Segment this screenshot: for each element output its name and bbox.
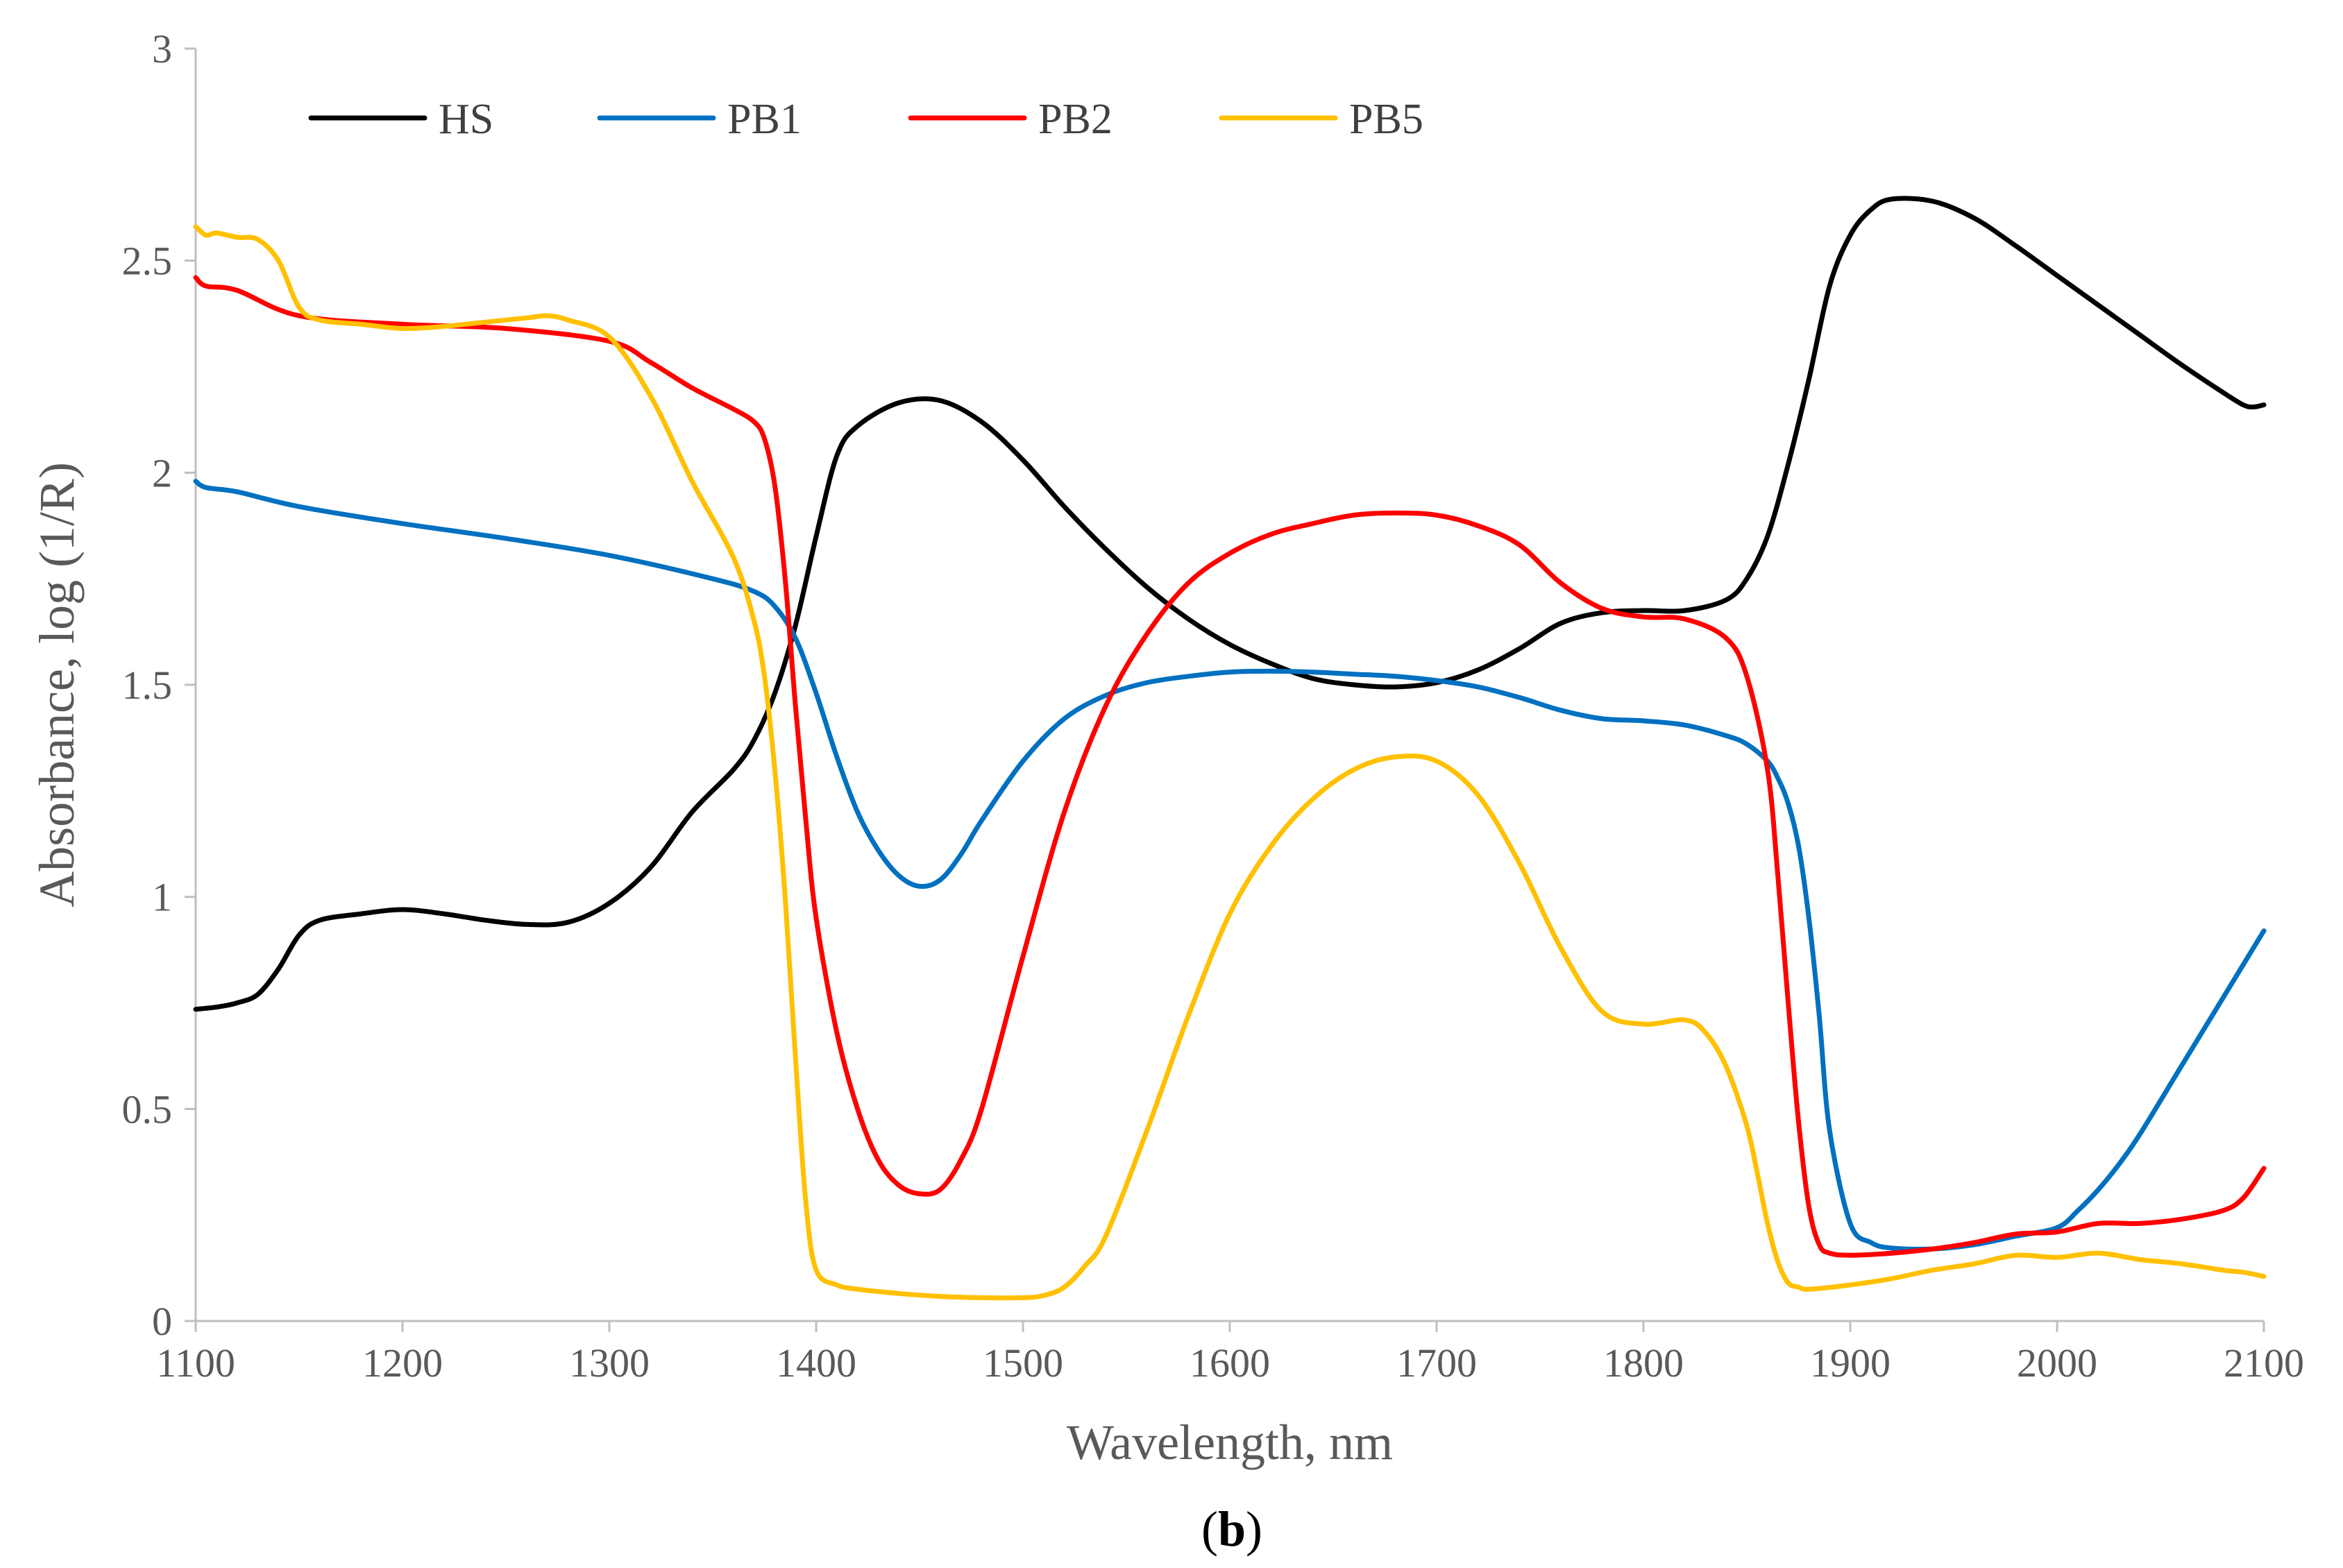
- x-tick-label: 1400: [776, 1340, 856, 1386]
- series-line-pb1: [193, 479, 2267, 1252]
- caption-close-paren: ): [1246, 1501, 1262, 1557]
- series-line-pb5: [193, 224, 2267, 1301]
- y-tick-label: 0.5: [122, 1086, 173, 1132]
- legend-label-pb1: PB1: [727, 96, 802, 143]
- series-line-hs: [193, 196, 2267, 1012]
- x-tick-label: 1300: [569, 1340, 650, 1386]
- x-tick-label: 1700: [1396, 1340, 1477, 1386]
- y-tick-label: 2: [152, 450, 172, 495]
- series-line-pb2: [193, 275, 2267, 1258]
- axes: [194, 49, 2264, 1322]
- x-axis-title: Wavelength, nm: [1067, 1415, 1393, 1470]
- x-tick-label: 1500: [983, 1340, 1063, 1386]
- ticks: 0 0.5 1 1.5 2 2.5 3 1100 1200 1300 1400 1500 1600 170…: [122, 26, 2305, 1386]
- x-tick-label: 2000: [2017, 1340, 2097, 1386]
- y-tick-label: 2.5: [122, 239, 173, 284]
- x-tick-label: 1800: [1603, 1340, 1684, 1386]
- x-tick-label: 1200: [362, 1340, 443, 1386]
- caption-open-paren: (: [1201, 1501, 1218, 1557]
- y-tick-label: 3: [152, 26, 172, 71]
- x-tick-label: 1900: [1810, 1340, 1891, 1386]
- x-tick-label: 1100: [156, 1340, 235, 1386]
- legend-label-pb2: PB2: [1038, 96, 1113, 143]
- y-axis-title: Absorbance, log (1/R): [29, 462, 85, 907]
- caption-letter: b: [1218, 1501, 1246, 1557]
- x-tick-label: 2100: [2224, 1340, 2304, 1386]
- y-tick-label: 1: [152, 875, 172, 920]
- legend: HS PB1 PB2 PB5: [308, 96, 1423, 143]
- figure-caption: (b): [1201, 1501, 1262, 1557]
- x-tick-label: 1600: [1190, 1340, 1270, 1386]
- series-group: [193, 196, 2267, 1301]
- y-tick-label: 0: [152, 1299, 172, 1344]
- legend-label-hs: HS: [439, 96, 493, 143]
- legend-label-pb5: PB5: [1349, 96, 1423, 143]
- y-tick-label: 1.5: [122, 663, 173, 708]
